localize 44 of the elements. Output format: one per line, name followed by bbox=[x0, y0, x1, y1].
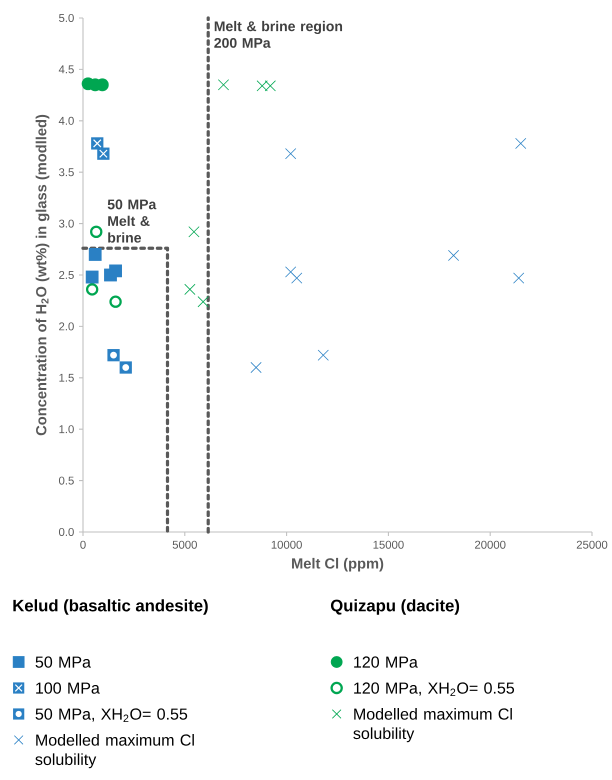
y-tick-label: 1.0 bbox=[59, 425, 74, 434]
point bbox=[86, 270, 98, 284]
point bbox=[515, 138, 526, 149]
point bbox=[109, 264, 122, 278]
point bbox=[250, 362, 262, 374]
legend-label: 50 MPa bbox=[35, 656, 91, 668]
ref-line-label: Melt & brine region 200 MPa bbox=[214, 20, 342, 48]
y-tick-label: 5.0 bbox=[58, 14, 74, 22]
point bbox=[284, 148, 296, 160]
y-tick-label: 2.0 bbox=[59, 322, 74, 330]
x-axis-title: Melt Cl (ppm) bbox=[292, 558, 384, 572]
x-tick-label: 15000 bbox=[373, 540, 404, 549]
legend-label: 120 MPa, XH$_{2}$O= 0.55 bbox=[354, 682, 514, 696]
y-axis-title: Concentration of H$_{2}$O (wt%) in glass (modlled) bbox=[36, 114, 50, 436]
x-tick-label: 5000 bbox=[172, 540, 197, 549]
y-tick-label: 4.0 bbox=[58, 116, 74, 125]
point bbox=[513, 272, 524, 284]
y-tick-label: 4.5 bbox=[58, 65, 74, 74]
legend-label: Modelled maximum Cl solubility bbox=[353, 708, 512, 742]
series-label: 50 MPa Melt & brine bbox=[108, 199, 156, 243]
point bbox=[109, 296, 122, 308]
text: Kelud (basaltic andesite) bbox=[13, 599, 208, 615]
point bbox=[318, 350, 329, 361]
x-tick-label: 25000 bbox=[576, 540, 608, 549]
point bbox=[90, 226, 102, 238]
x-tick-label: 10000 bbox=[272, 540, 302, 549]
point bbox=[284, 266, 296, 278]
point bbox=[86, 283, 98, 296]
point bbox=[448, 250, 460, 262]
y-tick-label: 0.0 bbox=[58, 528, 74, 536]
legend-label: 100 MPa bbox=[36, 682, 100, 694]
y-tick-label: 0.5 bbox=[58, 476, 74, 485]
x-tick-label: 20000 bbox=[474, 540, 506, 549]
y-tick-label: 3.0 bbox=[58, 220, 74, 228]
legend-label: 50 MPa, XH$_{2}$O= 0.55 bbox=[35, 708, 188, 722]
y-tick-label: 1.5 bbox=[59, 374, 74, 382]
y-tick-label: 3.5 bbox=[58, 168, 74, 176]
text: Quizapu (dacite) bbox=[330, 599, 459, 615]
point bbox=[291, 272, 302, 284]
x-tick-label: 0 bbox=[80, 540, 86, 549]
y-tick-label: 2.5 bbox=[59, 270, 74, 279]
legend-label: Modelled maximum Cl solubility bbox=[35, 734, 194, 768]
legend-label: 120 MPa bbox=[354, 656, 418, 668]
point bbox=[88, 248, 102, 261]
